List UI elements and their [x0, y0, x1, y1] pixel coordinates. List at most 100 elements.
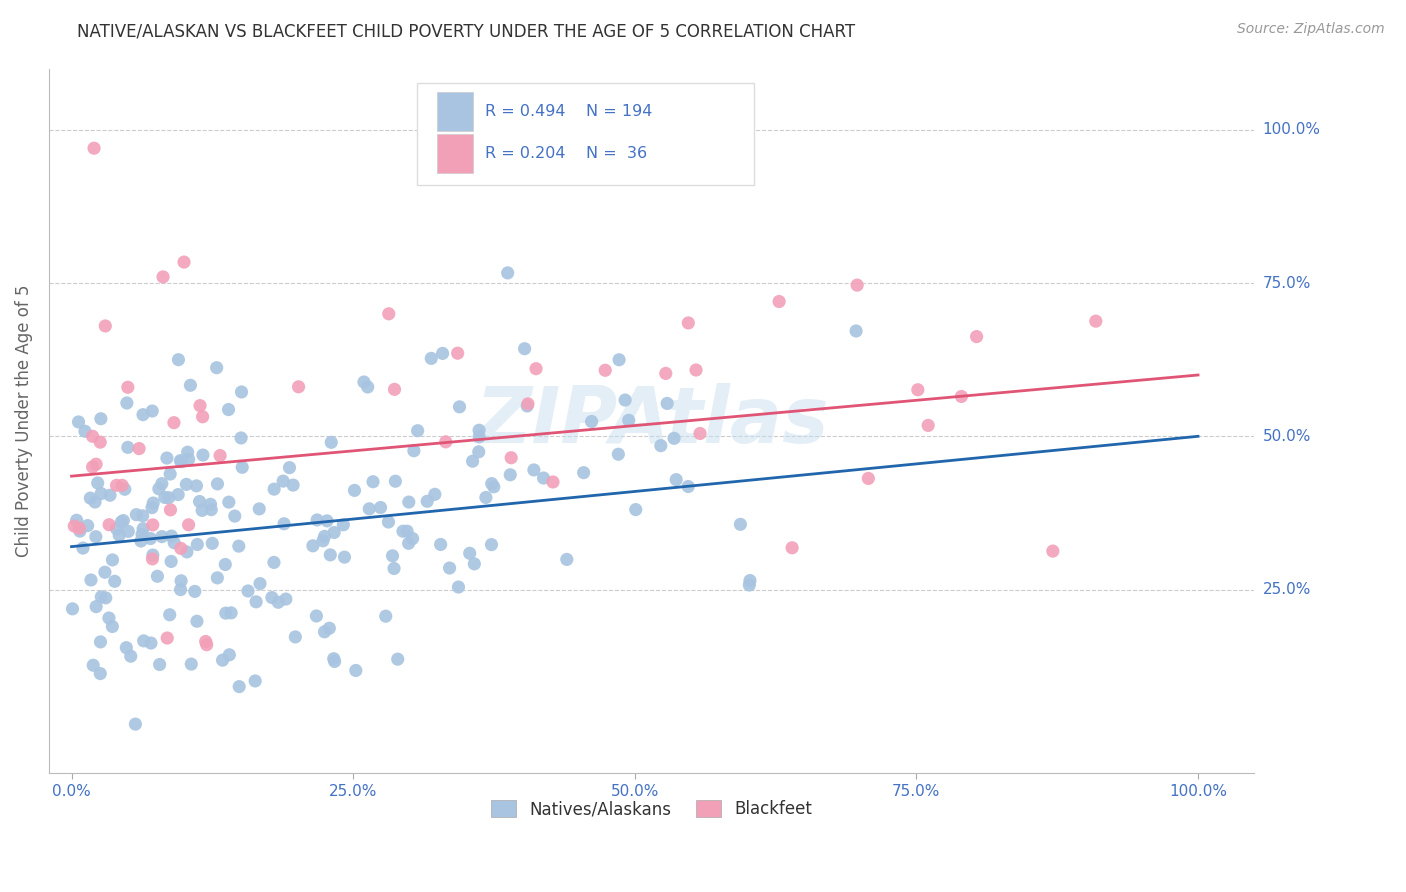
Point — [499, 467, 522, 482]
Point — [176, 477, 198, 491]
Point — [65, 513, 87, 527]
Point — [142, 517, 165, 532]
Point — [461, 454, 484, 468]
Point — [112, 514, 135, 528]
Text: 25.0%: 25.0% — [1263, 582, 1310, 597]
Point — [207, 476, 229, 491]
Point — [318, 621, 340, 635]
Point — [218, 495, 240, 509]
Point — [665, 473, 688, 487]
Point — [524, 361, 547, 376]
Point — [907, 383, 929, 397]
Point — [917, 418, 939, 433]
Point — [312, 533, 335, 548]
Point — [662, 431, 685, 445]
Point — [117, 380, 139, 394]
Point — [86, 475, 108, 490]
Point — [228, 680, 250, 694]
Text: R = 0.494    N = 194: R = 0.494 N = 194 — [485, 103, 652, 119]
Point — [186, 479, 208, 493]
Point — [676, 479, 699, 493]
Point — [463, 557, 485, 571]
Point — [191, 448, 214, 462]
Point — [614, 392, 637, 407]
Point — [131, 527, 153, 541]
Point — [200, 502, 222, 516]
Text: Source: ZipAtlas.com: Source: ZipAtlas.com — [1237, 22, 1385, 37]
Point — [79, 491, 101, 505]
Point — [392, 524, 415, 539]
Point — [120, 649, 142, 664]
Point — [858, 471, 880, 485]
Point — [572, 466, 595, 480]
Point — [191, 409, 214, 424]
Point — [67, 521, 90, 535]
Point — [148, 482, 170, 496]
Point — [236, 584, 259, 599]
Point — [449, 400, 471, 414]
Point — [205, 360, 228, 375]
Point — [950, 390, 973, 404]
Point — [132, 633, 155, 648]
Point — [398, 536, 420, 550]
Point — [516, 399, 538, 413]
Point — [845, 324, 868, 338]
Point — [387, 652, 409, 666]
Point — [260, 591, 283, 605]
Point — [231, 384, 253, 399]
Point — [97, 611, 120, 625]
Point — [513, 342, 536, 356]
Point — [142, 496, 165, 510]
Point — [357, 380, 380, 394]
Text: 75.0%: 75.0% — [1263, 276, 1310, 291]
Point — [156, 450, 179, 465]
Text: ZIPAtlas: ZIPAtlas — [475, 383, 828, 459]
Point — [62, 602, 84, 616]
Point — [581, 415, 603, 429]
Text: R = 0.204    N =  36: R = 0.204 N = 36 — [485, 146, 647, 161]
Point — [343, 483, 366, 498]
Point — [215, 606, 238, 620]
Point — [177, 517, 200, 532]
Point — [224, 509, 246, 524]
Point — [101, 619, 124, 633]
Point — [114, 482, 136, 496]
Point — [80, 573, 103, 587]
Point — [117, 524, 139, 539]
Point — [429, 537, 451, 551]
Point — [359, 501, 381, 516]
Point — [94, 591, 117, 605]
Point — [780, 541, 803, 555]
Point — [316, 514, 339, 528]
Point — [323, 525, 346, 540]
Point — [146, 569, 169, 583]
Point — [384, 382, 406, 396]
Point — [152, 269, 174, 284]
Point — [214, 558, 236, 572]
Point — [263, 482, 285, 496]
Point — [117, 441, 139, 455]
Point — [141, 552, 163, 566]
Point — [163, 535, 186, 549]
Point — [67, 415, 90, 429]
Point — [730, 517, 752, 532]
FancyBboxPatch shape — [437, 92, 474, 130]
Point — [624, 502, 647, 516]
Point — [176, 445, 198, 459]
Point — [344, 664, 367, 678]
Point — [475, 491, 498, 505]
Point — [284, 630, 307, 644]
Point — [501, 450, 523, 465]
Point — [177, 452, 200, 467]
Point — [228, 539, 250, 553]
Point — [63, 519, 86, 533]
Point — [439, 561, 461, 575]
Point — [314, 529, 336, 543]
Point — [163, 416, 186, 430]
Point — [655, 367, 678, 381]
Point — [101, 553, 124, 567]
Point — [115, 396, 138, 410]
FancyBboxPatch shape — [437, 134, 474, 173]
Point — [188, 494, 211, 508]
Point — [685, 363, 707, 377]
